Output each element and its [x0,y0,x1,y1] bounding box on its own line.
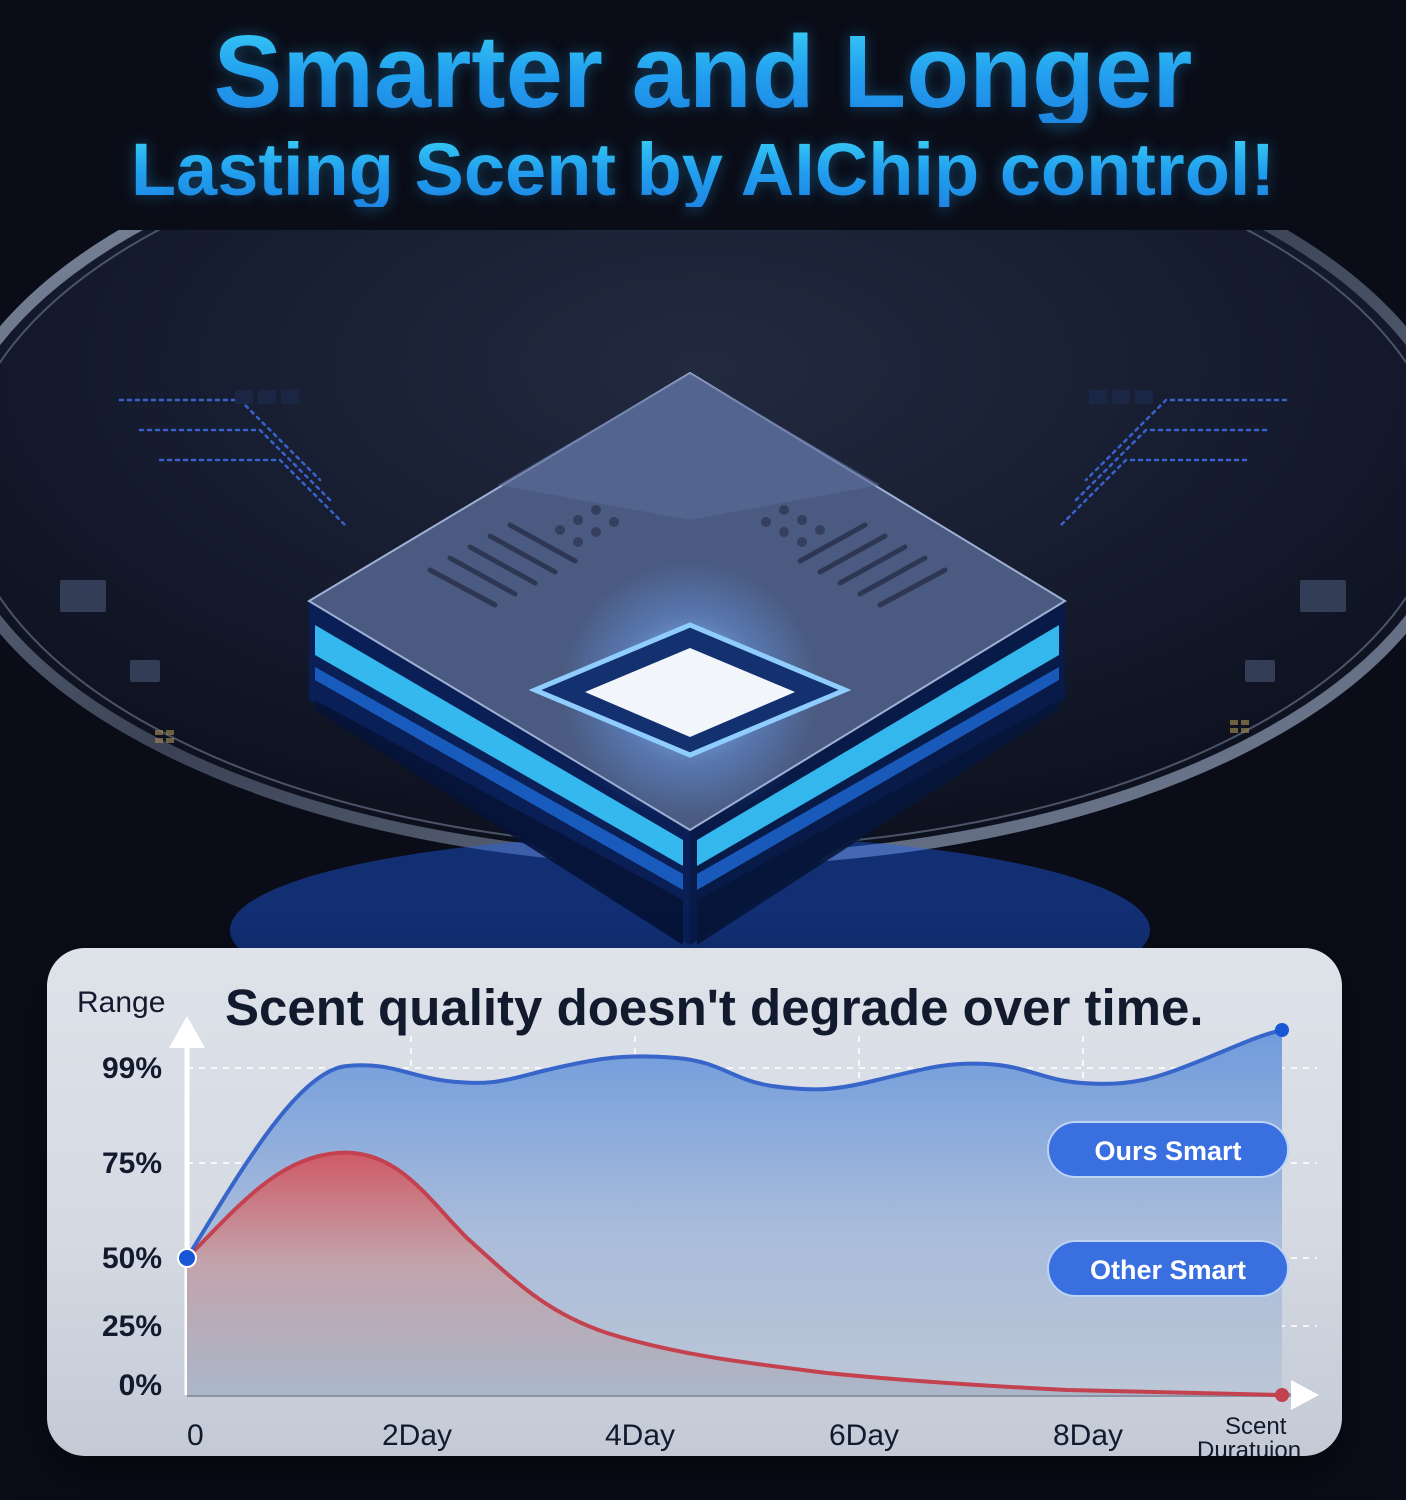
svg-text:50%: 50% [102,1242,162,1275]
svg-text:99%: 99% [102,1052,162,1085]
svg-text:4Day: 4Day [605,1419,675,1452]
svg-text:0: 0 [187,1419,204,1452]
svg-text:Scent: Scent [1225,1413,1287,1440]
svg-text:25%: 25% [102,1310,162,1343]
svg-text:Duratuion: Duratuion [1197,1437,1301,1456]
svg-text:2Day: 2Day [382,1419,452,1452]
svg-text:Ours Smart: Ours Smart [1094,1136,1241,1166]
svg-text:75%: 75% [102,1147,162,1180]
svg-text:8Day: 8Day [1053,1419,1123,1452]
svg-text:Other Smart: Other Smart [1090,1255,1246,1285]
svg-text:0%: 0% [119,1369,162,1402]
svg-text:6Day: 6Day [829,1419,899,1452]
